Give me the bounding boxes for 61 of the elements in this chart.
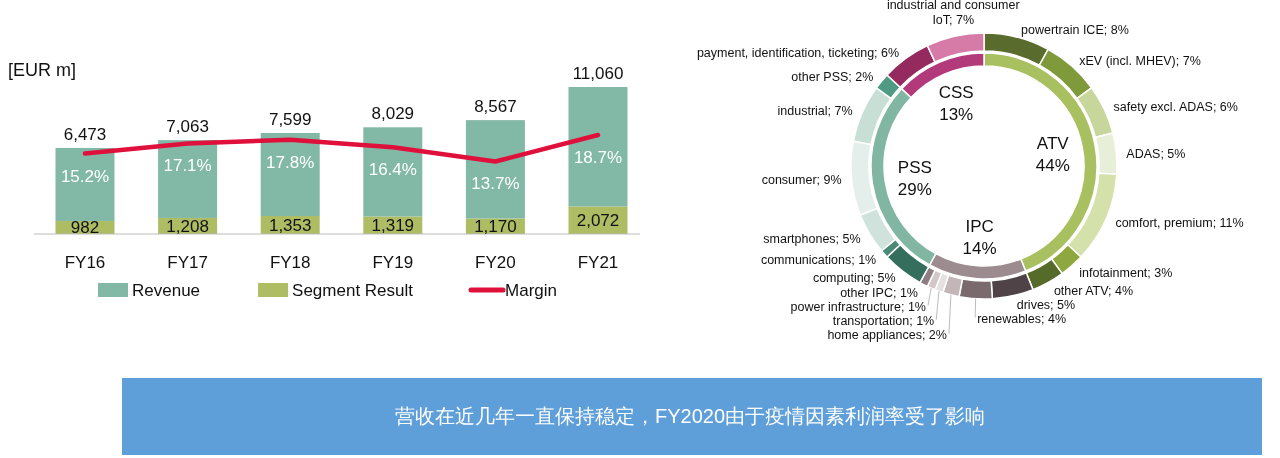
x-tick-label: FY16	[64, 253, 106, 272]
slice-label: communications; 1%	[760, 253, 877, 268]
data-label: 1,319	[371, 216, 415, 236]
data-label: 1,170	[474, 217, 517, 237]
data-label: 1,353	[268, 216, 312, 236]
total-label: 8,567	[474, 97, 517, 117]
x-tick-label: FY20	[475, 253, 516, 272]
slice-label: powertrain ICE; 8%	[1021, 23, 1129, 38]
data-label: 14%	[962, 238, 997, 258]
slice-label: drives; 5%	[1016, 297, 1076, 312]
data-label: 16.4%	[368, 160, 417, 180]
x-tick-label: FY19	[372, 253, 414, 272]
slice-label: comfort, premium; 11%	[1115, 216, 1244, 230]
data-label: 13%	[939, 104, 974, 124]
data-label: 982	[70, 218, 100, 238]
slice-label: smartphones; 5%	[763, 231, 861, 246]
data-label: 29%	[897, 179, 932, 199]
slice-label: IPC	[965, 216, 994, 236]
slice-label: xEV (incl. MHEV); 7%	[1079, 54, 1201, 69]
slice-label: other PSS; 2%	[791, 70, 874, 85]
text: 营收在近几年一直保持稳定，FY2020由于疫情因素利润率受了影响	[394, 405, 986, 427]
data-label: 1,208	[166, 216, 209, 236]
bar	[465, 120, 525, 219]
total-label: 11,060	[572, 64, 624, 83]
slice-label: home appliances; 2%	[827, 327, 947, 342]
bar	[568, 87, 628, 207]
legend-label: Segment Result	[292, 281, 414, 300]
total-label: 7,599	[268, 110, 312, 129]
slice-label: safety excl. ADAS; 6%	[1113, 99, 1238, 114]
slice-label: industrial and consumer IoT; 7%	[886, 0, 1020, 28]
data-label: 18.7%	[573, 148, 623, 167]
slice-label: CSS	[938, 82, 974, 102]
legend-label: Margin	[505, 281, 557, 300]
slice-label: infotainment; 3%	[1079, 265, 1173, 280]
data-label: 2,072	[576, 211, 620, 231]
slice-label: transportation; 1%	[832, 313, 935, 328]
slice-label: PSS	[897, 157, 932, 177]
slice-label: power infrastructure; 1%	[790, 299, 926, 314]
slice-label: industrial; 7%	[777, 104, 853, 118]
slice-label: other IPC; 1%	[840, 285, 918, 300]
data-label: 15.2%	[60, 166, 110, 186]
x-tick-label: FY21	[577, 253, 619, 272]
slice-label: computing; 5%	[812, 271, 896, 286]
slice-label: payment, identification, ticketing; 6%	[696, 45, 900, 60]
x-tick-label: FY18	[269, 253, 311, 272]
slice-label: renewables; 4%	[977, 311, 1067, 326]
data-label: 17.1%	[163, 156, 212, 176]
data-label: 17.8%	[266, 152, 315, 172]
total-label: 8,029	[371, 104, 415, 124]
x-tick-label: FY17	[167, 253, 208, 272]
slice-label: consumer; 9%	[761, 173, 842, 188]
data-label: 44%	[1035, 155, 1070, 175]
y-axis-title: [EUR m]	[8, 60, 77, 80]
slice-label: ATV	[1036, 133, 1070, 153]
slice-label: ADAS; 5%	[1126, 146, 1186, 161]
legend-label: Revenue	[132, 281, 201, 300]
total-label: 6,473	[63, 124, 107, 144]
bar	[55, 147, 115, 221]
slice-label: other ATV; 4%	[1053, 283, 1134, 298]
data-label: 13.7%	[471, 174, 520, 194]
total-label: 7,063	[166, 117, 209, 137]
